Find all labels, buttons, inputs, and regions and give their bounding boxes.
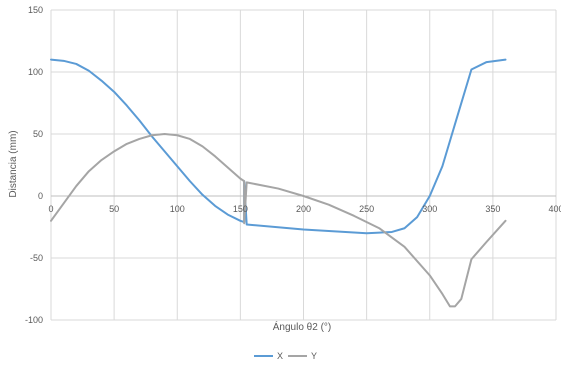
x-axis-title: Ángulo θ2 (°) xyxy=(273,320,331,333)
y-tick-label: 100 xyxy=(28,67,43,77)
x-tick-label: 0 xyxy=(48,204,53,214)
x-tick-label: 250 xyxy=(359,204,374,214)
x-tick-label: 400 xyxy=(548,204,561,214)
y-tick-label: -100 xyxy=(25,315,43,325)
y-axis-title: Distancia (mm) xyxy=(8,130,19,197)
legend: X Y xyxy=(254,351,317,361)
x-tick-label: 150 xyxy=(233,204,248,214)
series-line-y xyxy=(50,133,507,308)
legend-label-y: Y xyxy=(311,351,317,361)
series-line-x xyxy=(50,58,507,235)
x-tick-label: 200 xyxy=(296,204,311,214)
grid-layer xyxy=(50,9,557,321)
y-tick-label: 0 xyxy=(38,191,43,201)
series-layer xyxy=(50,58,507,308)
x-tick-label: 100 xyxy=(170,204,185,214)
legend-label-x: X xyxy=(277,351,283,361)
x-tick-label: 300 xyxy=(422,204,437,214)
y-tick-label: 150 xyxy=(28,5,43,15)
y-tick-label: 50 xyxy=(33,129,43,139)
y-tick-label: -50 xyxy=(30,253,43,263)
x-tick-label: 50 xyxy=(109,204,119,214)
label-layer: -100 -50 0 50 100 150 0 50 100 150 200 250 300 350 400 xyxy=(25,5,561,325)
x-tick-label: 350 xyxy=(485,204,500,214)
